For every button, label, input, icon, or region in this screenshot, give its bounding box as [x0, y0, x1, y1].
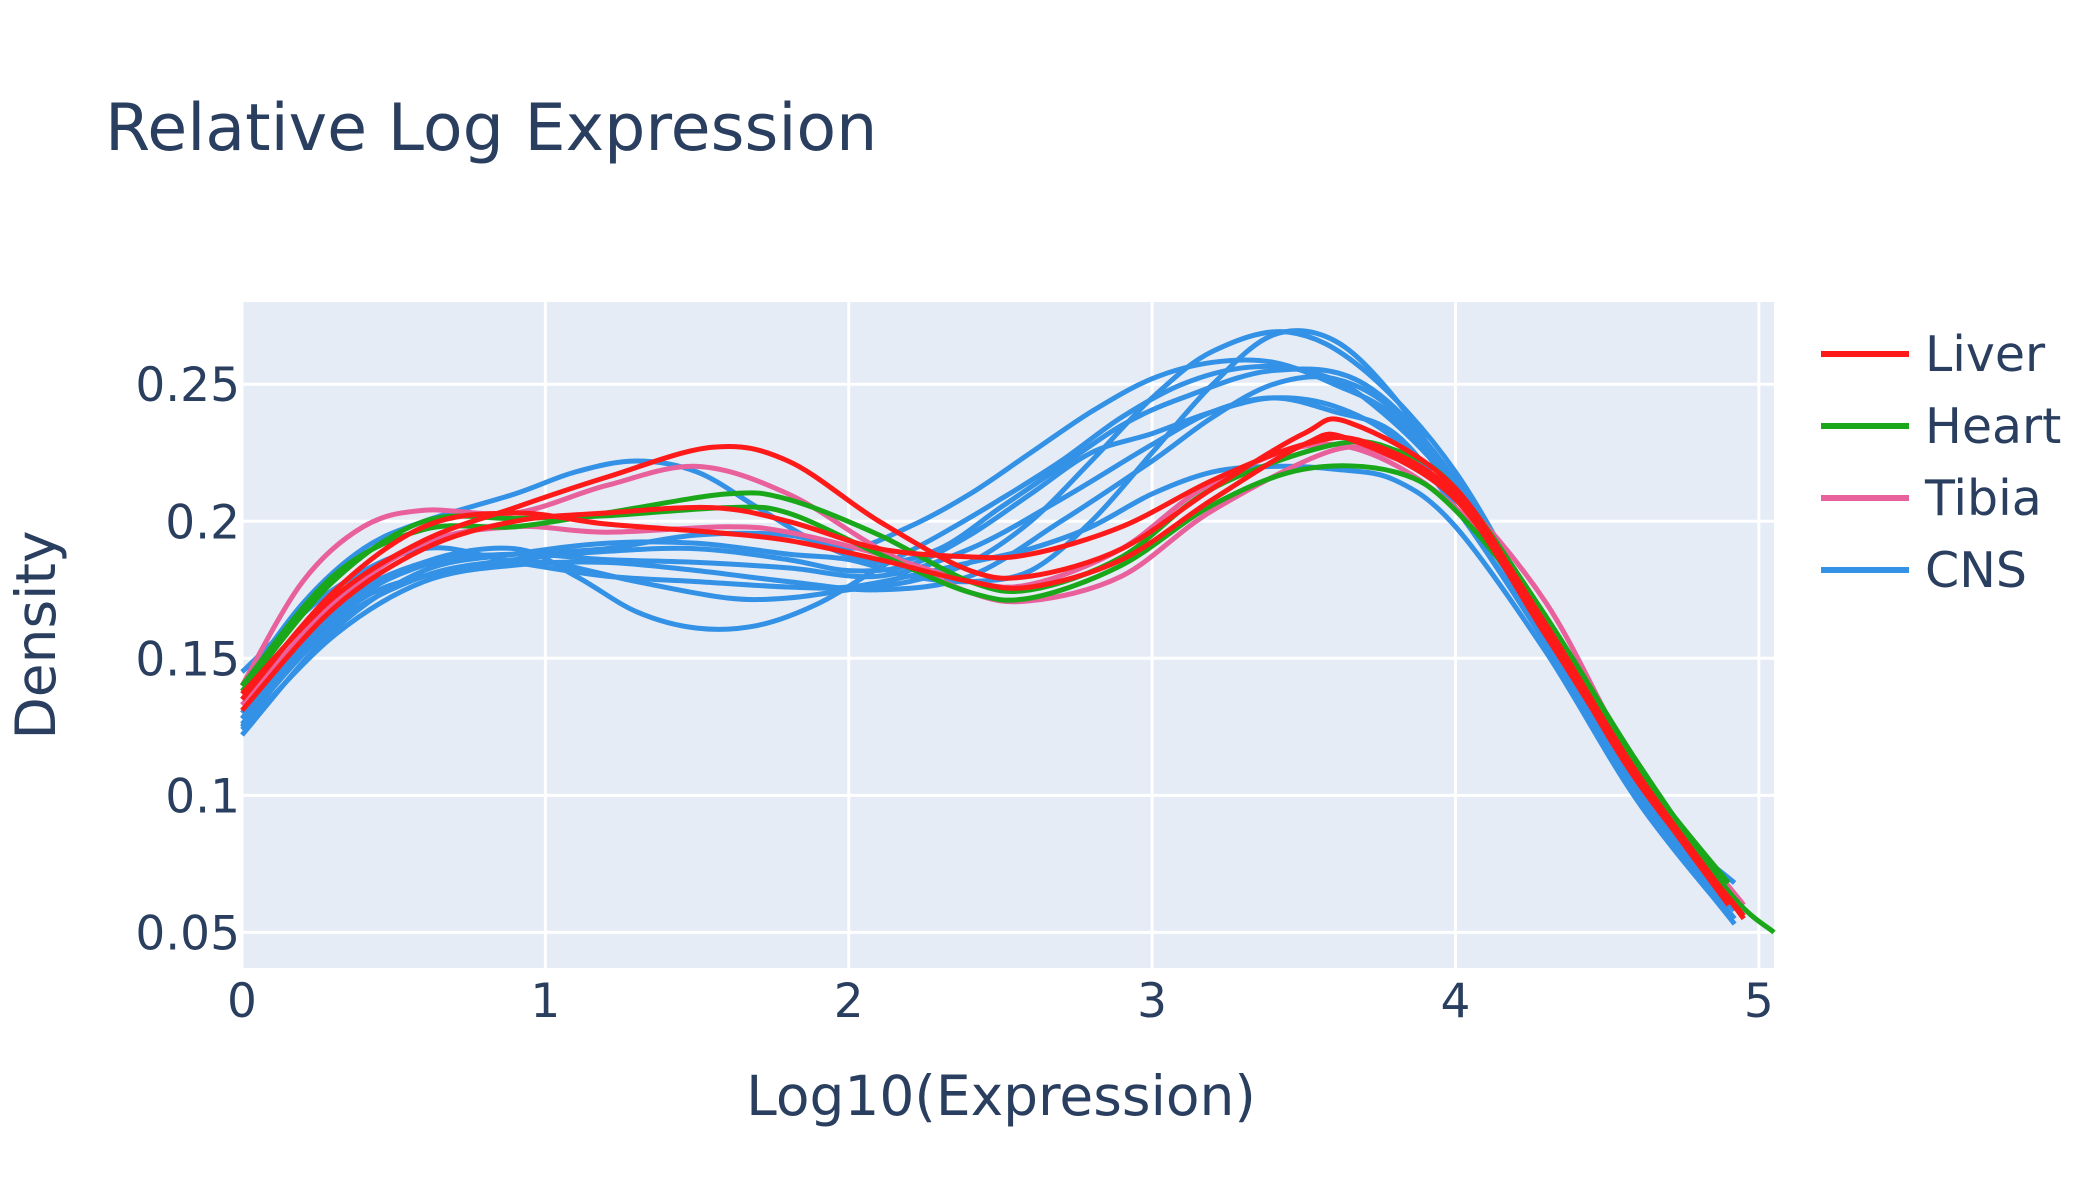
x-tick-labels: 0 1 2 3 4 5 [227, 974, 1774, 1029]
y-tick-label: 0.05 [135, 906, 240, 961]
x-tick-label: 3 [1137, 974, 1167, 1029]
x-tick-label: 2 [834, 974, 864, 1029]
x-axis-title: Log10(Expression) [746, 1064, 1256, 1128]
series-lines [239, 328, 1776, 935]
legend-label-heart: Heart [1925, 398, 2061, 455]
y-axis-title: Density [4, 530, 68, 739]
series-line-liver [240, 431, 1731, 907]
x-tick-label: 5 [1744, 974, 1774, 1029]
chart-title: Relative Log Expression [105, 91, 877, 166]
legend: Liver Heart Tibia CNS [1821, 326, 2061, 599]
y-tick-labels: 0.05 0.1 0.15 0.2 0.25 [135, 358, 240, 961]
legend-label-cns: CNS [1925, 542, 2027, 599]
gridlines [240, 302, 1774, 968]
x-tick-label: 1 [530, 974, 560, 1029]
legend-label-tibia: Tibia [1924, 470, 2042, 527]
plot-area [242, 302, 1774, 968]
y-tick-label: 0.15 [135, 632, 240, 687]
series-line-cns [240, 395, 1737, 913]
series-line-cns [240, 463, 1731, 918]
y-tick-label: 0.1 [165, 769, 240, 824]
x-tick-label: 0 [227, 974, 257, 1029]
x-tick-label: 4 [1441, 974, 1471, 1029]
y-tick-label: 0.2 [165, 495, 240, 550]
legend-label-liver: Liver [1925, 326, 2046, 383]
y-tick-label: 0.25 [135, 358, 240, 413]
